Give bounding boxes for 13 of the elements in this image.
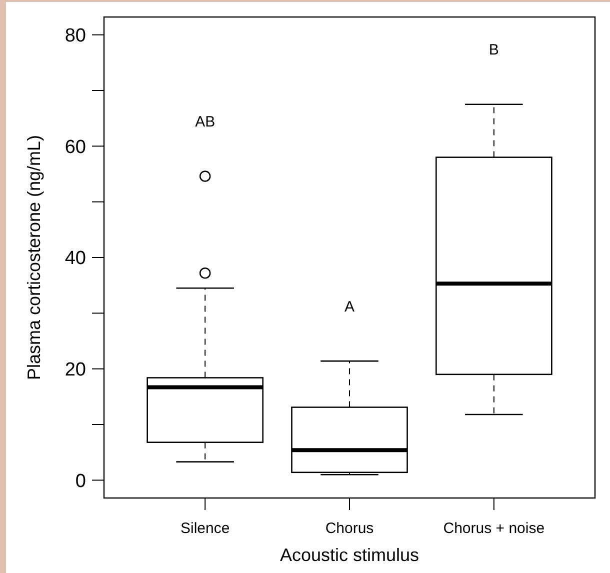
y-tick-label: 0 [75, 470, 86, 492]
y-tick-label: 60 [64, 136, 86, 158]
y-tick-label: 20 [64, 359, 86, 380]
annotation: B [488, 42, 499, 59]
annotation: AB [195, 113, 216, 130]
x-tick-label: Chorus + noise [443, 520, 545, 537]
x-axis-title: Acoustic stimulus [280, 545, 420, 565]
y-axis-title: Plasma corticosterone (ng/mL) [24, 134, 44, 380]
x-tick-label: Chorus [325, 520, 374, 537]
y-tick-label: 80 [64, 25, 86, 46]
annotation: A [344, 298, 355, 316]
y-tick-label: 40 [64, 248, 86, 270]
x-tick-label: Silence [180, 520, 230, 537]
